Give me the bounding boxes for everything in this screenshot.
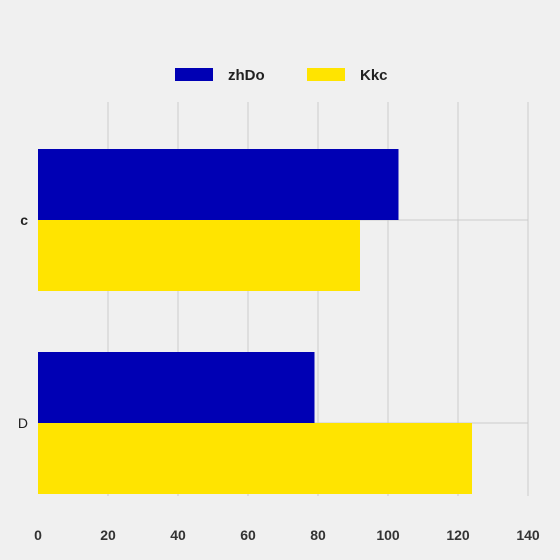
x-tick-label: 0 <box>34 527 42 543</box>
x-tick-label: 40 <box>170 527 186 543</box>
category-label: c <box>20 212 28 228</box>
bar-Kkc-c <box>38 220 360 291</box>
category-label: D <box>18 415 28 431</box>
legend: zhDo Kkc <box>175 67 388 84</box>
bar-zhDo-c <box>38 149 399 220</box>
bar-Kkc-D <box>38 423 472 494</box>
x-tick-label: 100 <box>376 527 400 543</box>
legend-label-zhDo: zhDo <box>228 67 265 84</box>
legend-label-Kkc: Kkc <box>360 67 388 84</box>
category-labels: cD <box>18 212 28 431</box>
legend-swatch-zhDo <box>175 68 213 81</box>
bars <box>38 149 472 494</box>
x-tick-label: 20 <box>100 527 116 543</box>
x-tick-label: 60 <box>240 527 256 543</box>
x-tick-label: 120 <box>446 527 470 543</box>
x-tick-label: 80 <box>310 527 326 543</box>
x-tick-label: 140 <box>516 527 540 543</box>
x-tick-labels: 0 20 40 60 80 100 120 140 <box>34 527 540 543</box>
bar-zhDo-D <box>38 352 315 423</box>
legend-swatch-Kkc <box>307 68 345 81</box>
